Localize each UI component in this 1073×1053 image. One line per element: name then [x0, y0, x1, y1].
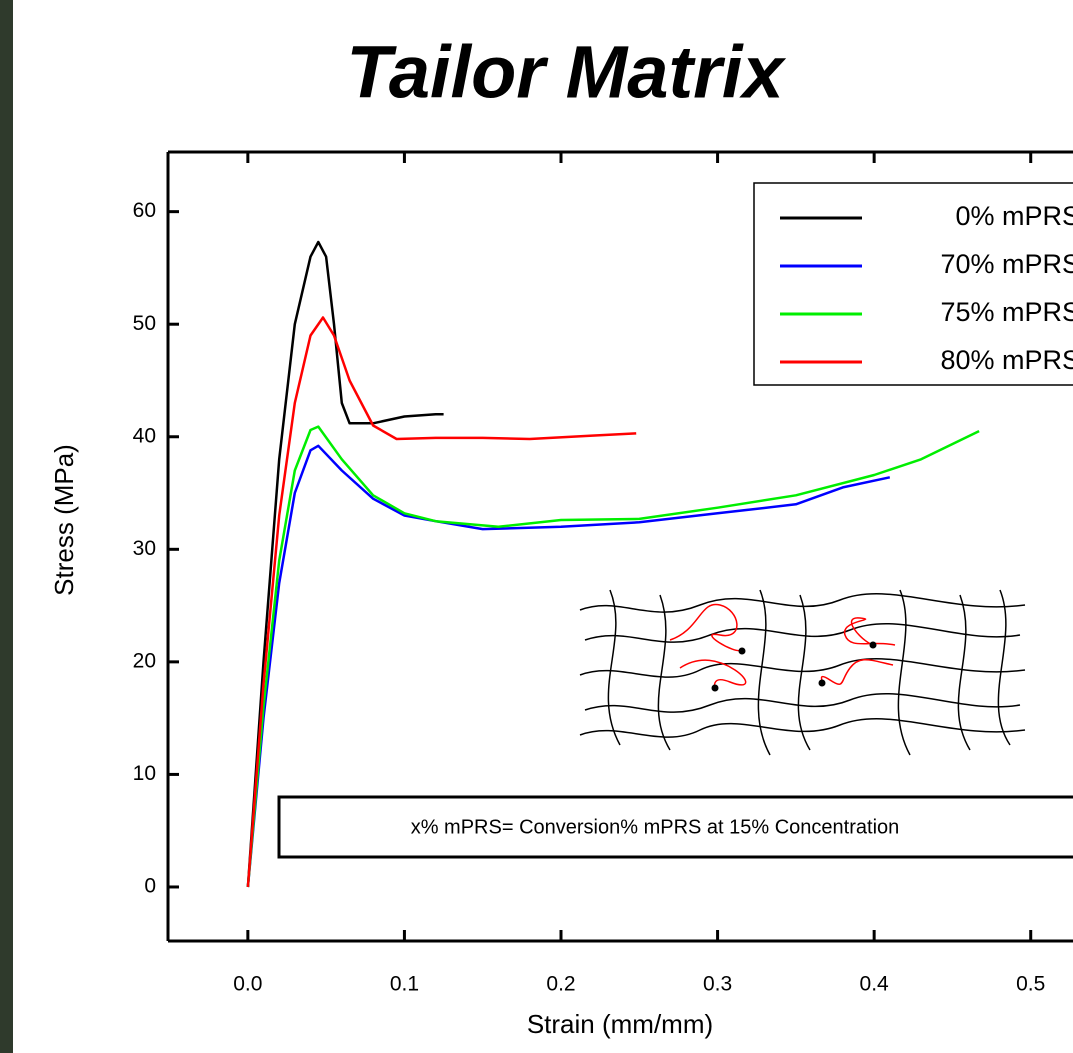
chart-title: Tailor Matrix [346, 31, 786, 114]
x-tick-label: 0.1 [390, 973, 419, 996]
y-tick-label: 0 [144, 875, 156, 898]
data-line [246, 425, 980, 888]
y-tick-label: 50 [133, 312, 156, 335]
y-tick-label: 60 [133, 199, 156, 222]
legend-label: 70% mPRS [940, 249, 1073, 279]
annotation: x% mPRS= Conversion% mPRS at 15% Concent… [411, 816, 900, 838]
legend-label: 80% mPRS [940, 345, 1073, 375]
y-tick-label: 10 [133, 762, 156, 785]
y-axis-label: Stress (MPa) [49, 444, 79, 596]
background-photo-strip [0, 0, 13, 1053]
data-line [246, 240, 444, 888]
x-tick-label: 0.4 [860, 973, 890, 996]
x-tick-label: 0.2 [546, 973, 575, 996]
legend-label: 75% mPRS [940, 297, 1073, 327]
y-tick-label: 30 [133, 537, 156, 560]
x-tick-label: 0.0 [233, 973, 262, 996]
data-line [246, 444, 891, 888]
data-line [246, 316, 637, 888]
x-axis-label: Strain (mm/mm) [527, 1009, 713, 1039]
legend-label: 0% mPRS [955, 201, 1073, 231]
y-tick-label: 40 [133, 424, 156, 447]
x-tick-label: 0.5 [1016, 973, 1045, 996]
inset-schematic [579, 589, 1026, 756]
y-tick-label: 20 [133, 649, 156, 672]
annotation-box [277, 795, 1073, 859]
x-tick-label: 0.3 [703, 973, 732, 996]
